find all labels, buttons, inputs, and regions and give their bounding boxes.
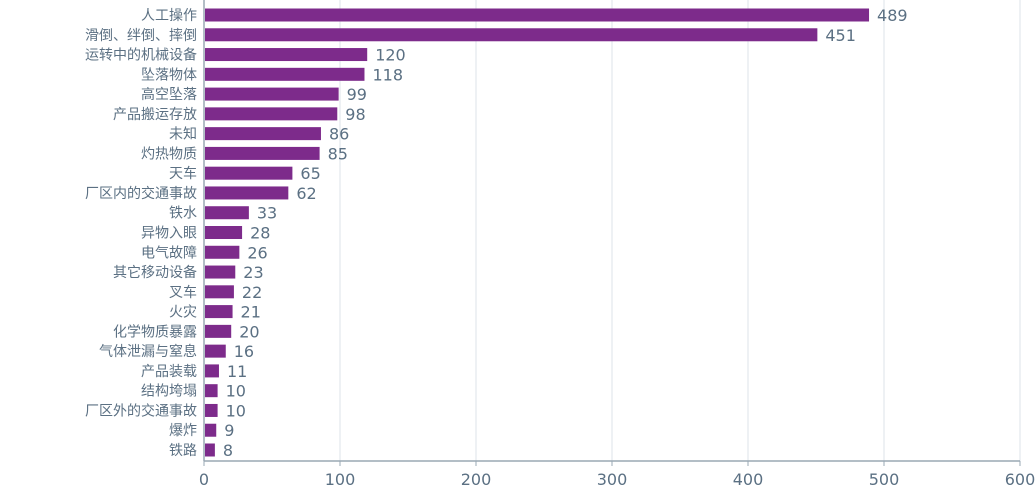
category-label: 气体泄漏与窒息	[99, 343, 197, 360]
category-label: 异物入眼	[141, 226, 197, 242]
bar	[205, 107, 338, 121]
category-label: 厂区内的交通事故	[85, 185, 197, 202]
x-tick-label: 600	[1005, 470, 1035, 489]
x-tick-label: 500	[869, 470, 900, 489]
category-label: 天车	[169, 165, 197, 182]
bar	[205, 265, 236, 279]
bar	[205, 384, 218, 398]
data-label: 451	[825, 26, 856, 45]
data-label: 10	[226, 401, 246, 420]
x-tick-label: 400	[733, 470, 764, 489]
x-tick-label: 100	[325, 470, 356, 489]
bar	[205, 127, 321, 141]
category-label: 结构垮塌	[141, 384, 197, 400]
data-label: 9	[224, 421, 234, 440]
x-tick-label: 0	[199, 470, 209, 489]
bar	[205, 186, 289, 200]
category-label: 爆炸	[169, 423, 197, 439]
bar	[205, 403, 218, 417]
x-tick-label: 200	[461, 470, 492, 489]
category-label: 坠落物体	[141, 67, 197, 83]
category-label: 灼热物质	[141, 146, 197, 162]
bar	[205, 245, 240, 259]
data-label: 20	[239, 322, 259, 341]
data-label: 98	[345, 105, 365, 124]
category-label: 产品装载	[141, 364, 197, 380]
bar	[205, 146, 320, 160]
category-label: 化学物质暴露	[113, 324, 197, 340]
category-label: 叉车	[169, 284, 197, 301]
category-label: 电气故障	[141, 245, 197, 261]
data-label: 118	[372, 65, 403, 84]
bar	[205, 28, 818, 42]
data-label: 22	[242, 283, 262, 302]
bar	[205, 344, 226, 358]
data-label: 28	[250, 224, 270, 243]
category-label: 铁水	[169, 206, 197, 222]
bar	[205, 48, 368, 62]
category-label: 火灾	[169, 304, 197, 321]
data-label: 62	[296, 184, 316, 203]
data-label: 21	[241, 303, 261, 322]
bar	[205, 285, 234, 299]
bar	[205, 226, 243, 239]
category-label: 铁路	[169, 443, 197, 459]
bar	[205, 87, 339, 101]
bar	[205, 443, 215, 457]
bar	[205, 423, 217, 437]
data-label: 65	[300, 164, 320, 183]
data-label: 86	[329, 125, 349, 144]
category-label: 未知	[169, 126, 197, 143]
data-label: 120	[375, 46, 406, 65]
bar	[205, 166, 293, 180]
data-label: 489	[877, 6, 908, 25]
data-label: 10	[226, 382, 246, 401]
category-label: 产品搬运存放	[113, 107, 197, 123]
data-label: 11	[227, 362, 247, 381]
x-tick-label: 300	[597, 470, 628, 489]
category-label: 人工操作	[141, 8, 197, 24]
data-label: 26	[247, 243, 267, 262]
data-label: 8	[223, 441, 233, 460]
bar	[205, 364, 219, 378]
bar	[205, 206, 249, 220]
bar	[205, 8, 870, 22]
data-label: 85	[328, 144, 348, 163]
data-label: 23	[243, 263, 263, 282]
data-label: 33	[257, 204, 277, 223]
bar	[205, 67, 365, 81]
category-label: 滑倒、绊倒、摔倒	[85, 27, 197, 44]
category-label: 运转中的机械设备	[85, 47, 197, 64]
data-label: 16	[234, 342, 254, 361]
category-label: 其它移动设备	[113, 264, 197, 281]
bar	[205, 305, 233, 319]
category-label: 高空坠落	[141, 86, 197, 103]
category-label: 厂区外的交通事故	[85, 402, 197, 419]
data-label: 99	[347, 85, 367, 104]
bar	[205, 324, 232, 338]
